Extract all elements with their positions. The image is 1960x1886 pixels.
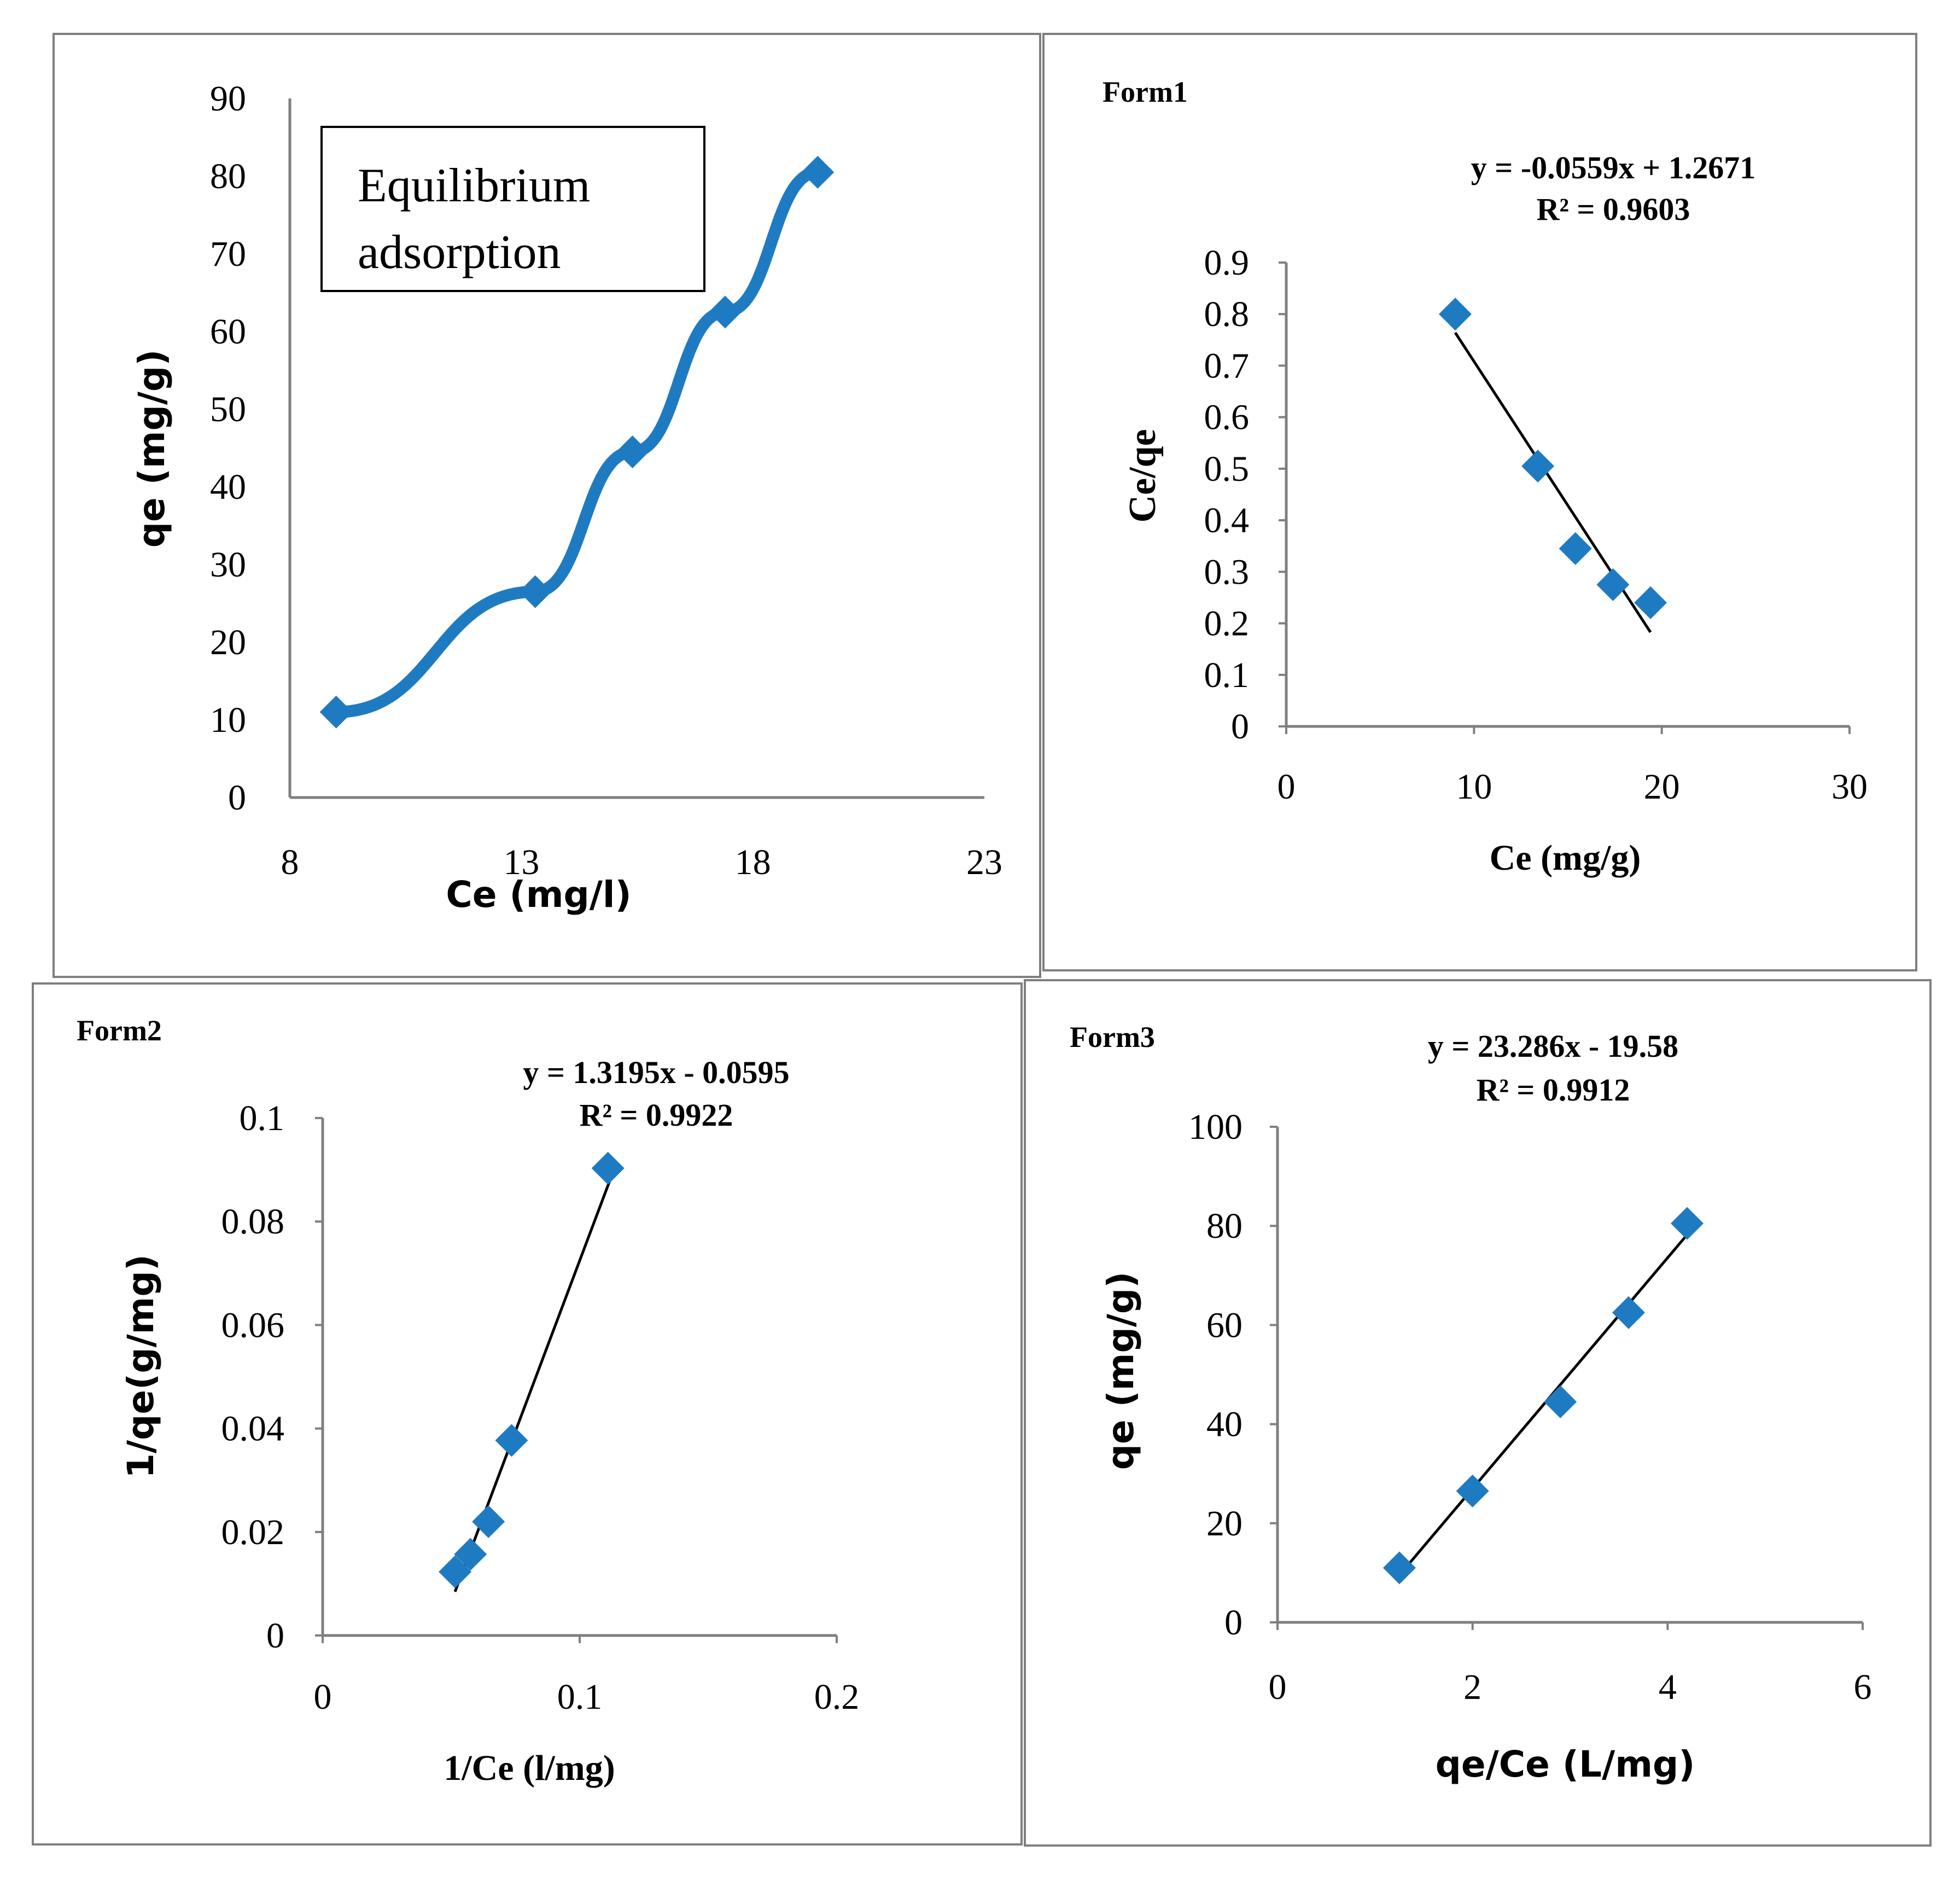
chart3-ytick-label: 0 <box>1224 1603 1242 1643</box>
chart1-ytick-label: 0.1 <box>1204 655 1250 695</box>
chart2-data-point <box>454 1538 487 1571</box>
chart0-ytick-label: 50 <box>210 389 246 429</box>
chart2-data-point <box>591 1151 625 1185</box>
chart0-xtick-label: 13 <box>503 842 539 882</box>
chart2-trendline <box>453 1169 615 1592</box>
chart2-ytick-label: 0.02 <box>221 1512 285 1552</box>
annotation-line-1: Equilibrium <box>358 159 590 212</box>
chart1-ytick-label: 0.5 <box>1204 449 1250 489</box>
chart2-data-point <box>495 1424 528 1457</box>
chart1-ytick-label: 0.8 <box>1204 294 1250 334</box>
chart0-ytick-label: 60 <box>210 312 246 352</box>
chart2-xtick-label: 0 <box>314 1677 332 1717</box>
chart1-data-point <box>1439 298 1472 331</box>
chart1-xtick-label: 0 <box>1278 767 1296 807</box>
chart1-ytick-label: 0.3 <box>1204 552 1250 592</box>
chart1-data-point <box>1634 586 1667 619</box>
chart1-ytick-label: 0.2 <box>1204 604 1250 644</box>
chart2-data-point <box>439 1555 472 1588</box>
chart2-ytick-label: 0.06 <box>221 1305 285 1345</box>
chart3-data-point <box>1382 1551 1416 1585</box>
chart3-y-title: qe (mg/g) <box>1100 1272 1142 1470</box>
chart3-xtick-label: 2 <box>1463 1667 1481 1707</box>
chart3-x-title: qe/Ce (L/mg) <box>1436 1743 1695 1785</box>
chart2-ytick-label: 0.04 <box>221 1409 285 1449</box>
chart0-ytick-label: 10 <box>210 700 246 740</box>
chart0-ytick-label: 30 <box>210 545 246 585</box>
chart3-ytick-label: 60 <box>1206 1305 1242 1345</box>
chart1-y-title: Ce/qe <box>1122 429 1164 522</box>
form3-title: Form3 <box>1070 1021 1155 1053</box>
chart1-ytick-label: 0.6 <box>1204 398 1250 438</box>
chart0-data-point <box>319 695 353 729</box>
chart0-data-point <box>616 435 649 469</box>
form1-equation: y = -0.0559x + 1.2671 <box>1471 150 1755 185</box>
form1-title: Form1 <box>1102 75 1188 108</box>
chart3-ytick-label: 100 <box>1188 1107 1242 1147</box>
chart0-ytick-label: 20 <box>210 622 246 662</box>
chart1-ytick-label: 0.4 <box>1204 500 1250 540</box>
annotation-box <box>320 126 705 292</box>
chart0-data-point <box>708 295 742 329</box>
chart2-y-title: 1/qe(g/mg) <box>120 1254 162 1478</box>
chart1-data-point <box>1559 532 1592 565</box>
chart3-xtick-label: 4 <box>1659 1667 1677 1707</box>
annotation-line-2: adsorption <box>358 226 561 279</box>
chart0-ytick-label: 80 <box>210 156 246 196</box>
form2-r2: R² = 0.9922 <box>580 1097 733 1133</box>
chart2-ytick-label: 0.08 <box>221 1202 285 1242</box>
chart3-data-point <box>1544 1385 1577 1418</box>
form3-r2: R² = 0.9912 <box>1477 1072 1630 1108</box>
chart0-xtick-label: 18 <box>735 842 771 882</box>
chart1-xtick-label: 10 <box>1456 767 1492 807</box>
chart1-data-point <box>1596 568 1630 601</box>
chart3-xtick-label: 0 <box>1269 1667 1287 1707</box>
chart3-xtick-label: 6 <box>1854 1667 1872 1707</box>
form2-title: Form2 <box>77 1014 162 1047</box>
chart1-x-title: Ce (mg/g) <box>1490 838 1641 878</box>
chart1-xtick-label: 20 <box>1644 767 1680 807</box>
chart0-xtick-label: 23 <box>966 842 1002 882</box>
form3-equation: y = 23.286x - 19.58 <box>1428 1028 1678 1064</box>
chart3-trendline <box>1398 1233 1688 1576</box>
chart2-ytick-label: 0 <box>266 1616 284 1656</box>
chart0-y-title: qe (mg/g) <box>131 350 173 548</box>
chart0-xtick-label: 8 <box>281 842 299 882</box>
chart1-xtick-label: 30 <box>1831 767 1868 807</box>
chart2-ytick-label: 0.1 <box>240 1098 285 1138</box>
chart0-ytick-label: 70 <box>210 234 246 274</box>
form2-equation: y = 1.3195x - 0.0595 <box>523 1055 789 1090</box>
chart0-x-title: Ce (mg/l) <box>446 874 631 916</box>
chart0-ytick-label: 90 <box>210 79 246 119</box>
panel-form2 <box>32 982 1023 1846</box>
chart0-ytick-label: 40 <box>210 467 246 507</box>
chart1-data-point <box>1521 450 1555 483</box>
chart3-data-point <box>1456 1474 1489 1507</box>
chart1-ytick-label: 0.9 <box>1204 243 1250 283</box>
chart2-x-title: 1/Ce (l/mg) <box>444 1748 615 1788</box>
panel-form1 <box>1042 33 1917 971</box>
chart1-ytick-label: 0 <box>1231 707 1249 747</box>
chart3-data-point <box>1671 1207 1704 1240</box>
chart3-ytick-label: 20 <box>1206 1504 1242 1544</box>
chart3-ytick-label: 40 <box>1206 1405 1242 1445</box>
panel-form3 <box>1024 979 1932 1847</box>
chart2-xtick-label: 0.2 <box>814 1677 860 1717</box>
chart0-data-point <box>518 575 552 608</box>
chart1-ytick-label: 0.7 <box>1204 346 1250 386</box>
form1-r2: R² = 0.9603 <box>1537 191 1690 227</box>
chart2-xtick-label: 0.1 <box>557 1677 603 1717</box>
chart3-data-point <box>1612 1296 1645 1329</box>
chart3-ytick-label: 80 <box>1206 1206 1242 1246</box>
chart0-ytick-label: 0 <box>228 778 246 818</box>
chart0-data-point <box>801 155 835 189</box>
chart2-data-point <box>472 1505 505 1538</box>
